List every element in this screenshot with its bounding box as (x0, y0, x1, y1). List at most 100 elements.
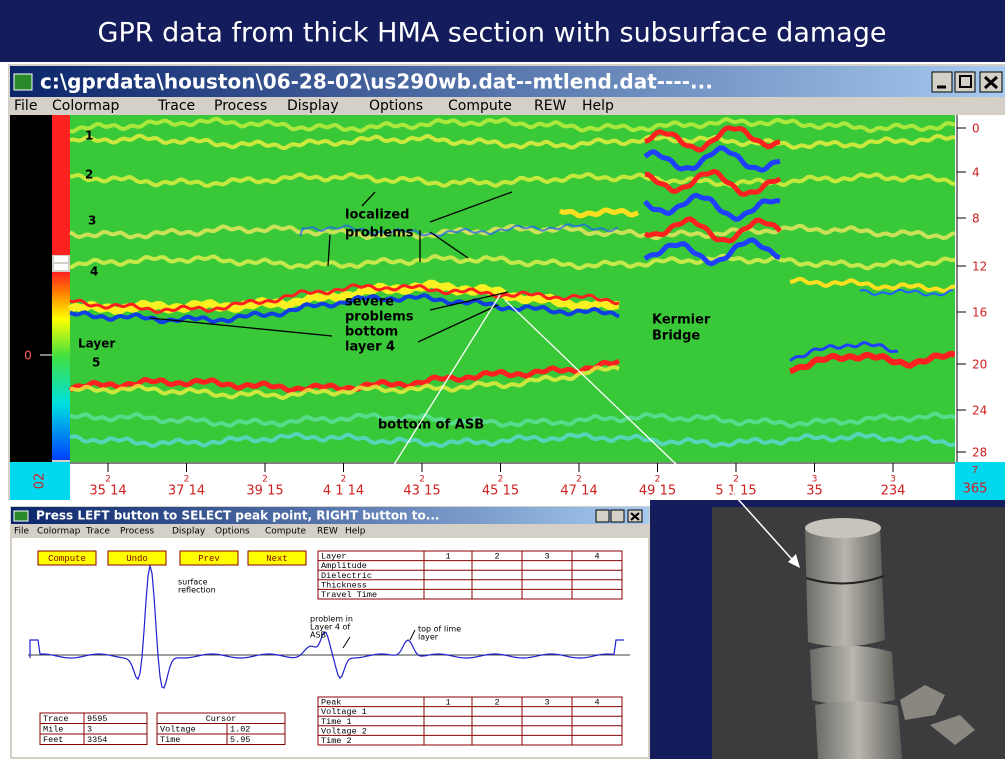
annotation: bottom (345, 325, 398, 340)
button-label[interactable]: Compute (48, 554, 86, 564)
menu-item[interactable]: Help (345, 527, 366, 537)
annotation: bottom of ASB (378, 418, 484, 433)
core-middle (810, 645, 895, 705)
button-label[interactable]: Undo (126, 554, 148, 564)
menu-item[interactable]: Compute (265, 527, 307, 537)
menu-item[interactable]: Colormap (37, 527, 81, 537)
colorbar-marker (54, 264, 68, 270)
button-label[interactable]: Prev (198, 554, 220, 564)
menu-item[interactable]: Display (287, 98, 339, 114)
core-photo (712, 507, 1005, 759)
annotation: layer 4 (345, 340, 395, 355)
table-cell: Time (160, 735, 180, 745)
table-cell: Dielectric (321, 571, 372, 581)
peak-window-controls[interactable] (596, 510, 642, 522)
right-tick-label: 0 (972, 122, 980, 136)
bottom-label: 35 (806, 484, 823, 499)
annotation: Bridge (652, 329, 700, 344)
menu-item[interactable]: Trace (157, 98, 195, 114)
right-tick-label: 4 (972, 166, 980, 180)
table-cell: 4 (594, 552, 599, 562)
menu-item[interactable]: Options (215, 527, 250, 537)
peak-app-icon (14, 511, 28, 521)
annotation: localized (345, 208, 409, 223)
minimize[interactable] (932, 72, 952, 92)
table-cell: Feet (43, 735, 63, 745)
minimize[interactable] (596, 510, 609, 522)
bottom-label: 39 15 (246, 484, 283, 499)
menu-item[interactable]: Colormap (52, 98, 120, 114)
layer-label: Layer (78, 337, 115, 351)
bottom-label: 45 15 (482, 484, 519, 499)
left-strip (10, 115, 52, 462)
button-label[interactable]: Next (266, 554, 288, 564)
right-tick-label: 24 (972, 404, 987, 418)
core-face (805, 518, 881, 538)
table-cell: 3 (544, 552, 549, 562)
table-cell: 5.95 (230, 735, 250, 745)
page: GPR data from thick HMA section with sub… (0, 0, 1005, 759)
table-cell: Peak (321, 698, 341, 708)
annotation: problems (345, 226, 414, 241)
menu-item[interactable]: Process (120, 527, 154, 537)
maximize[interactable] (611, 510, 624, 522)
layer-label: 5 (92, 356, 100, 370)
annotation: severe (345, 295, 394, 310)
table-cell: Time 1 (321, 717, 352, 727)
peak-table (318, 697, 622, 745)
table-cell: Amplitude (321, 561, 367, 571)
menu-item[interactable]: Trace (85, 527, 110, 537)
wave-annotation: layer (418, 633, 439, 642)
right-tick-label: 12 (972, 260, 987, 274)
layer-label: 3 (88, 214, 96, 228)
table-cell: 3 (544, 698, 549, 708)
table-cell: 2 (494, 698, 499, 708)
menu-item[interactable]: File (14, 527, 30, 537)
table-cell: Voltage 1 (321, 707, 367, 717)
right-tick-label: 8 (972, 212, 980, 226)
menu-item[interactable]: File (14, 98, 37, 114)
layer-label: 1 (85, 129, 93, 143)
bottom-label: 47 14 (560, 484, 597, 499)
colorbar (52, 272, 70, 460)
peak-window-title: Press LEFT button to SELECT peak point, … (36, 509, 439, 523)
table-cell: 3 (87, 725, 92, 735)
menu-item[interactable]: REW (534, 98, 567, 114)
table-cell: 1 (445, 698, 450, 708)
table-cell: 9595 (87, 714, 107, 724)
colorbar-marker (54, 256, 68, 262)
table-cell: 4 (594, 698, 599, 708)
slide-title: GPR data from thick HMA section with sub… (98, 18, 887, 49)
window-title: c:\gprdata\houston\06-28-02\us290wb.dat-… (40, 70, 713, 94)
colorbar-top (52, 115, 70, 255)
bottom-label: 35 14 (89, 484, 126, 499)
radargram: 1234Layer5localizedproblemssevereproblem… (70, 115, 955, 462)
radargram-background (70, 115, 955, 462)
table-cell: Voltage (160, 725, 196, 735)
right-tick-label: 20 (972, 358, 987, 372)
menu-item[interactable]: Help (582, 98, 614, 114)
menu-item[interactable]: Process (214, 98, 267, 114)
table-cell: Layer (321, 552, 347, 562)
menu-item[interactable]: Compute (448, 98, 512, 114)
menu-item[interactable]: REW (317, 527, 338, 537)
right-tick-label: 16 (972, 306, 987, 320)
slide: GPR data from thick HMA section with sub… (0, 0, 1005, 759)
table-cell: 1 (445, 552, 450, 562)
wave-annotation: reflection (178, 586, 216, 595)
wave-annotation: ASB (310, 631, 326, 640)
table-cell: Voltage 2 (321, 726, 367, 736)
bottom-label: 234 (881, 484, 906, 499)
corner-right-bottom: 365 (963, 482, 988, 497)
bottom-label: 43 15 (403, 484, 440, 499)
table-cell: Time 2 (321, 736, 352, 746)
menu-item[interactable]: Display (172, 527, 206, 537)
corner-left-label: 02 (33, 473, 48, 490)
core-bottom (815, 701, 902, 759)
left-scale-label: 0 (24, 349, 32, 363)
table-cell: 3354 (87, 735, 107, 745)
menu-item[interactable]: Options (369, 98, 423, 114)
window-controls[interactable] (932, 72, 1002, 92)
bottom-label: 4 1 14 (323, 484, 364, 499)
table-cell: Thickness (321, 580, 367, 590)
